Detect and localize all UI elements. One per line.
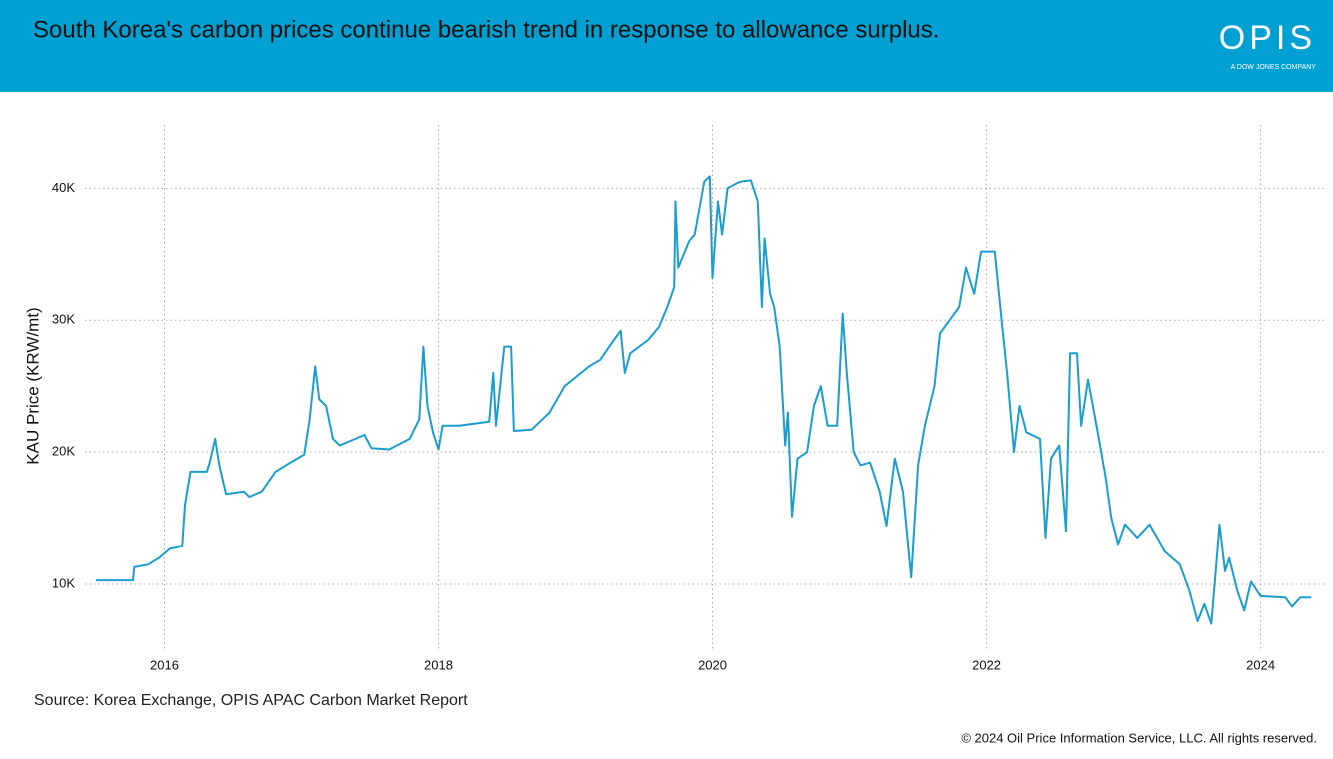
logo: OPIS [1219,19,1316,57]
copyright: © 2024 Oil Price Information Service, LL… [961,730,1317,745]
x-tick-label: 2024 [1246,657,1275,672]
x-tick-label: 2016 [150,657,179,672]
source: Source: Korea Exchange, OPIS APAC Carbon… [34,692,468,709]
y-tick-label: 30K [52,312,75,327]
x-tick-label: 2018 [424,657,453,672]
y-tick-label: 20K [52,444,75,459]
logo-tagline: A DOW JONES COMPANY [1231,64,1317,71]
y-tick-label: 10K [52,575,75,590]
y-axis-label: KAU Price (KRW/mt) [23,307,42,464]
price-line [96,175,1312,625]
header-band [0,0,1333,92]
chart-title: South Korea's carbon prices continue bea… [33,16,939,43]
y-tick-label: 40K [52,180,75,195]
x-tick-label: 2020 [698,657,727,672]
x-tick-label: 2022 [972,657,1001,672]
